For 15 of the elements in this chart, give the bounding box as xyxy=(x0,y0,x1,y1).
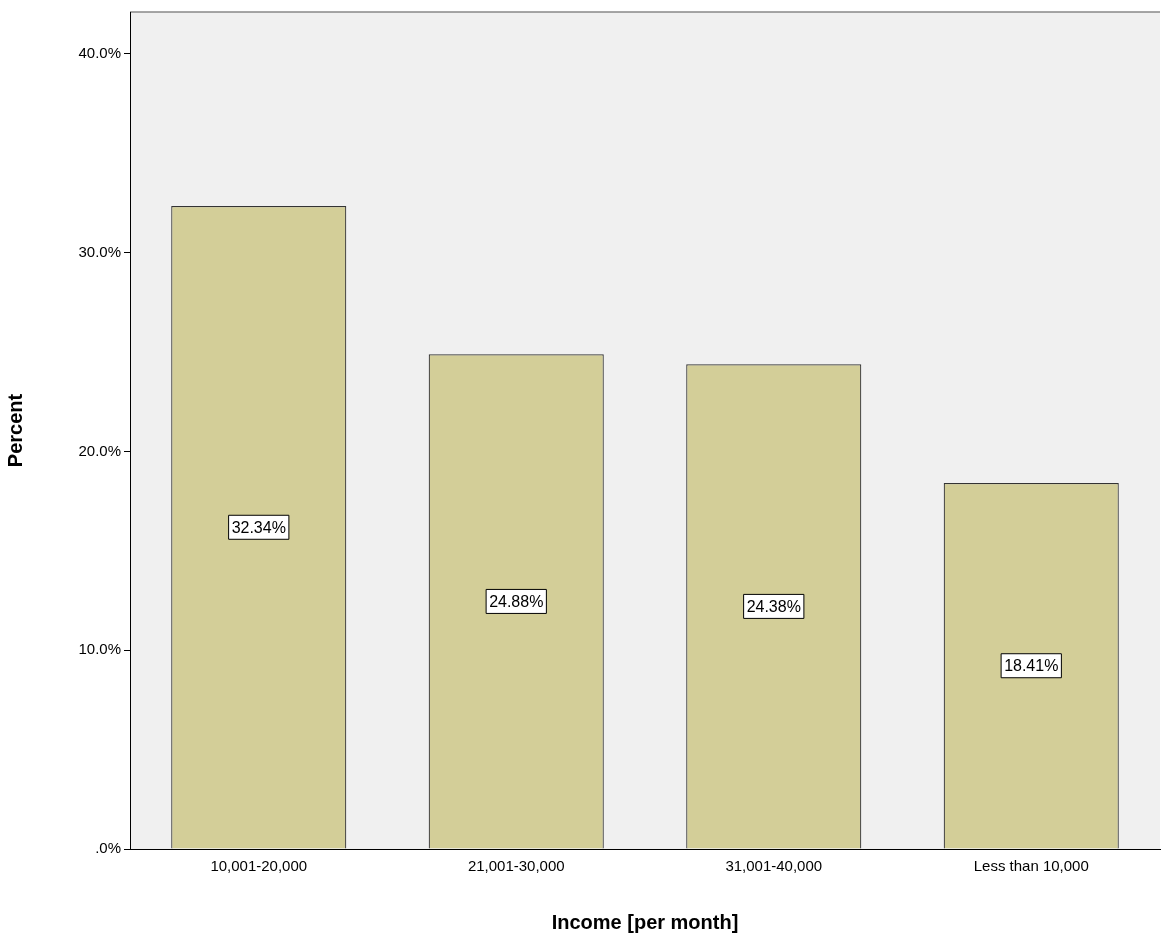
data-label: 32.34% xyxy=(231,518,286,536)
y-tick-label: 40.0% xyxy=(78,43,121,61)
x-tick-label: 21,001-30,000 xyxy=(467,857,565,875)
y-tick-label: 30.0% xyxy=(78,242,121,260)
y-tick-label: 20.0% xyxy=(78,441,121,459)
data-label: 18.41% xyxy=(1004,657,1059,675)
x-tick-label: 31,001-40,000 xyxy=(725,857,823,875)
y-tick-label: .0% xyxy=(95,839,121,857)
x-axis-title: Income [per month] xyxy=(551,910,739,933)
y-axis-title: Percent xyxy=(3,393,26,468)
x-tick-label: 10,001-20,000 xyxy=(210,857,308,875)
data-label: 24.38% xyxy=(746,597,801,615)
y-tick-label: 10.0% xyxy=(78,640,121,658)
data-label: 24.88% xyxy=(489,592,544,610)
x-tick-label: Less than 10,000 xyxy=(973,857,1089,875)
